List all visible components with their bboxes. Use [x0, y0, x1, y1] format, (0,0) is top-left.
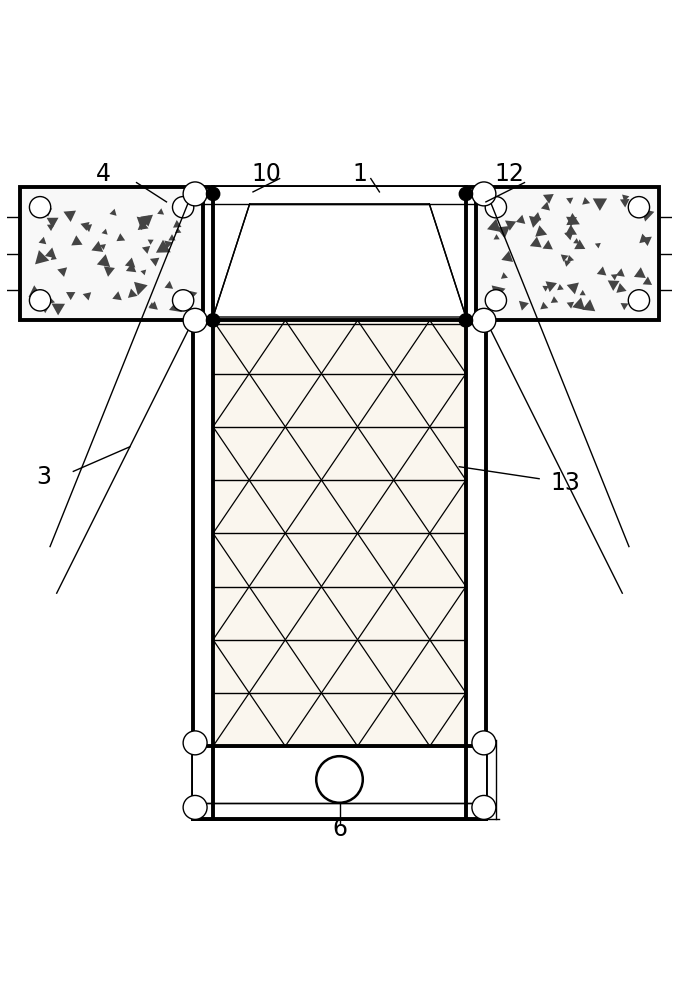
Circle shape	[183, 795, 207, 819]
Circle shape	[183, 182, 207, 206]
Text: 6: 6	[332, 817, 347, 841]
Circle shape	[172, 197, 194, 218]
Polygon shape	[213, 204, 466, 317]
Bar	[213, 187, 466, 320]
Text: 12: 12	[494, 162, 524, 186]
Circle shape	[183, 731, 207, 755]
Bar	[213, 320, 466, 746]
Circle shape	[472, 795, 496, 819]
Circle shape	[459, 187, 473, 201]
Text: 13: 13	[551, 471, 581, 495]
Text: 3: 3	[36, 465, 51, 489]
Circle shape	[29, 290, 51, 311]
Text: 1: 1	[352, 162, 367, 186]
Text: 10: 10	[251, 162, 281, 186]
Text: 4: 4	[96, 162, 111, 186]
Bar	[213, 320, 466, 746]
Bar	[193, 187, 486, 819]
Circle shape	[485, 197, 507, 218]
Circle shape	[206, 314, 220, 327]
Circle shape	[628, 290, 650, 311]
Circle shape	[485, 290, 507, 311]
Circle shape	[459, 314, 473, 327]
Circle shape	[472, 731, 496, 755]
Bar	[193, 746, 486, 819]
Circle shape	[172, 290, 194, 311]
Circle shape	[472, 308, 496, 332]
Circle shape	[316, 756, 363, 803]
Circle shape	[206, 187, 220, 201]
Circle shape	[628, 197, 650, 218]
Circle shape	[472, 182, 496, 206]
Bar	[20, 187, 203, 320]
Circle shape	[183, 308, 207, 332]
Circle shape	[29, 197, 51, 218]
Bar	[476, 187, 659, 320]
